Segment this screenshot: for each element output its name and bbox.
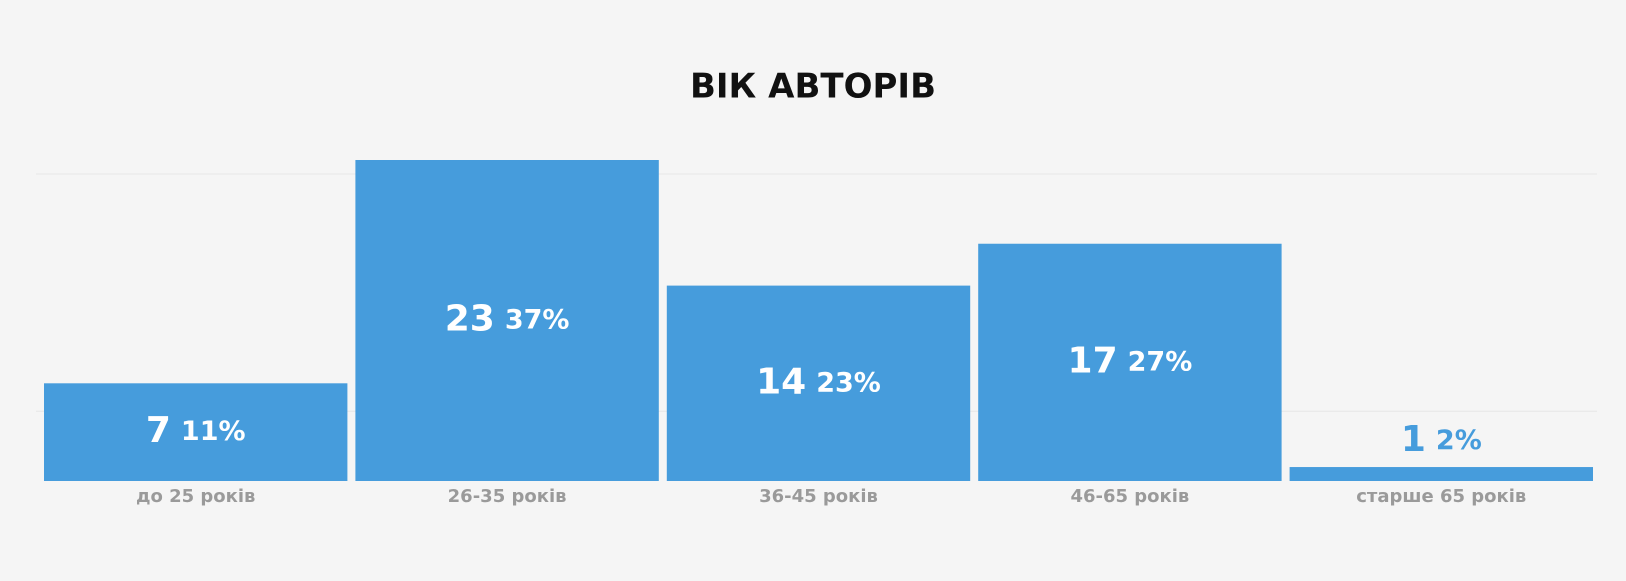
value-label: 7 <box>146 410 171 451</box>
bar-label: 7 11% <box>146 410 246 451</box>
value-label: 14 <box>756 361 806 402</box>
x-tick-label: до 25 років <box>136 486 256 507</box>
x-tick-label: 46-65 років <box>1070 486 1189 507</box>
x-tick-label: 26-35 років <box>448 486 567 507</box>
bar-label: 23 37% <box>445 299 570 340</box>
bar <box>355 160 659 481</box>
value-label: 17 <box>1068 340 1118 381</box>
x-tick-label: 36-45 років <box>759 486 878 507</box>
share-label: 27% <box>1128 346 1193 377</box>
share-label: 37% <box>505 304 570 335</box>
share-label: 11% <box>181 416 246 447</box>
bar-label: 17 27% <box>1068 340 1193 381</box>
bar <box>1289 467 1593 481</box>
bar-label: 14 23% <box>756 361 881 402</box>
share-label: 23% <box>816 367 881 398</box>
bar-label: 1 2% <box>1401 419 1482 460</box>
x-tick-label: старше 65 років <box>1356 486 1526 507</box>
value-label: 1 <box>1401 419 1426 460</box>
share-label: 2% <box>1436 425 1482 456</box>
bar <box>978 243 1282 481</box>
chart-title: ВІК АВТОРІВ <box>690 67 936 107</box>
bar <box>666 285 971 481</box>
value-label: 23 <box>445 299 495 340</box>
bar <box>44 383 348 481</box>
